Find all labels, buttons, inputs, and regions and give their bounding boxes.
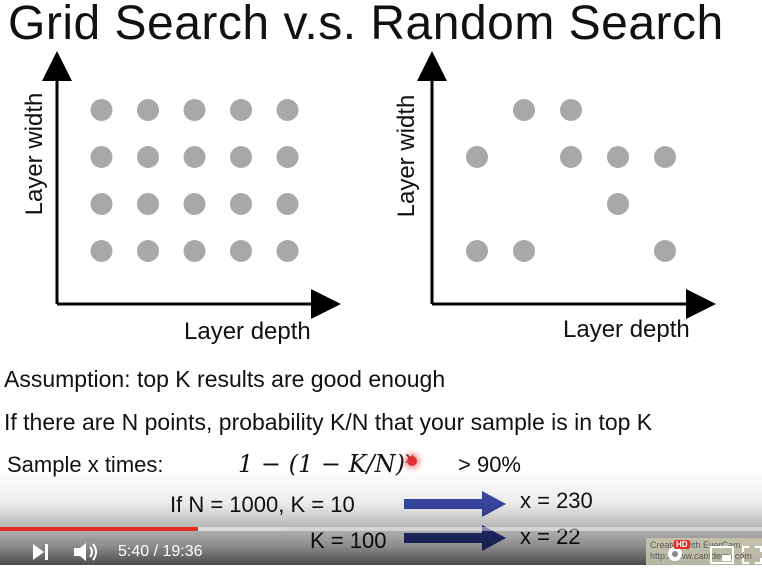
scatter-point [90, 146, 113, 168]
slide-title: Grid Search v.s. Random Search [8, 0, 724, 50]
progress-track[interactable] [0, 527, 762, 531]
fullscreen-button[interactable] [742, 546, 762, 564]
scatter-point [137, 240, 159, 262]
scatter-point [137, 146, 159, 168]
if-points-text: If there are N points, probability K/N t… [4, 409, 653, 435]
fullscreen-icon [742, 546, 762, 564]
scatter-point [607, 193, 629, 215]
right-ylabel: Layer width [393, 94, 420, 218]
left-xlabel: Layer depth [184, 318, 311, 345]
scatter-point [137, 193, 159, 215]
miniplayer-button[interactable] [710, 546, 734, 564]
scatter-point [230, 99, 252, 121]
time-total: 19:36 [162, 543, 203, 560]
scatter-point [560, 99, 582, 121]
miniplayer-icon [710, 546, 734, 564]
scatter-point [276, 193, 299, 215]
scatter-point [90, 240, 113, 262]
scatter-point [276, 240, 299, 262]
scatter-point [230, 193, 252, 215]
gear-icon [668, 547, 682, 561]
time-separator: / [153, 543, 159, 560]
right-xlabel: Layer depth [563, 316, 690, 343]
scatter-point [230, 146, 252, 168]
right-scatter-points [466, 99, 676, 262]
scatter-point [90, 99, 113, 121]
left-ylabel: Layer width [21, 92, 48, 216]
skip-next-icon [33, 544, 48, 560]
progress-played [0, 527, 199, 531]
scatter-point [560, 146, 582, 168]
scatter-point [90, 193, 113, 215]
next-button[interactable] [30, 542, 52, 562]
scatter-point [513, 240, 535, 262]
scatter-point [513, 99, 535, 121]
assumption-text: Assumption: top K results are good enoug… [4, 366, 446, 392]
cursor-pointer [407, 456, 417, 466]
time-display: 5:40 / 19:36 [118, 543, 203, 561]
scatter-point [654, 146, 676, 168]
scatter-point [466, 146, 488, 168]
player-gradient [0, 470, 762, 565]
scatter-point [466, 240, 488, 262]
scatter-point [607, 146, 629, 168]
scatter-point [183, 99, 206, 121]
scatter-point [183, 146, 206, 168]
scatter-point [183, 193, 206, 215]
left-scatter-points [90, 99, 299, 262]
scatter-point [137, 99, 159, 121]
settings-button[interactable]: HD [664, 540, 690, 564]
scatter-point [230, 240, 252, 262]
scatter-point [654, 240, 676, 262]
watermark: Created with EverCam. http://www.camdemy… [646, 538, 762, 565]
time-current: 5:40 [118, 543, 150, 560]
scatter-point [276, 146, 299, 168]
scatter-point [276, 99, 299, 121]
scatter-point [183, 240, 206, 262]
volume-icon [74, 543, 97, 561]
volume-button[interactable] [72, 540, 102, 564]
hd-badge: HD [674, 540, 690, 549]
